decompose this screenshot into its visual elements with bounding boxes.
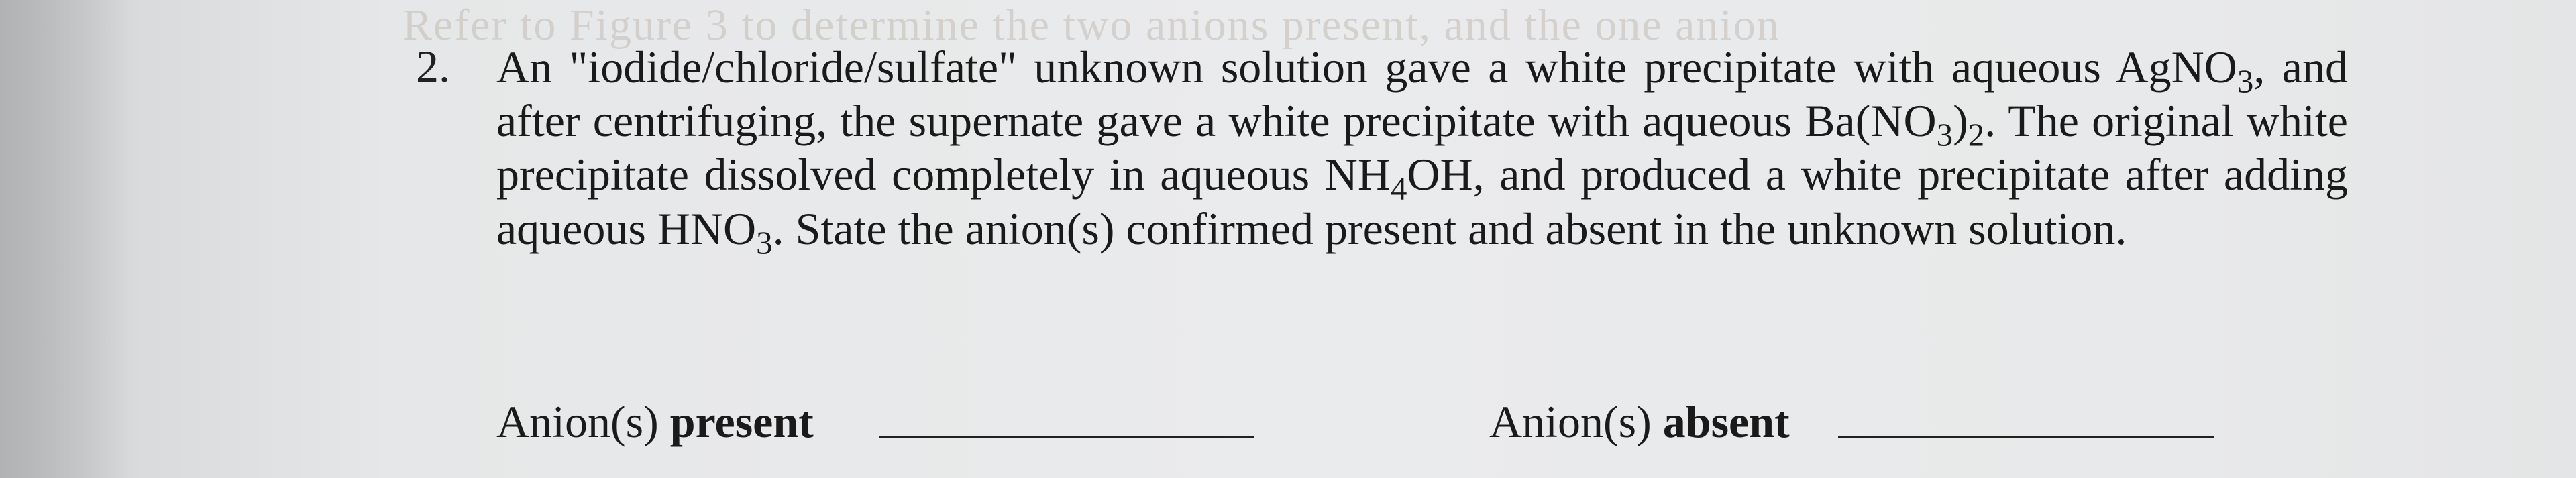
label-anions-absent: Anion(s) absent: [1489, 396, 1790, 449]
question-number: 2.: [416, 40, 450, 93]
label-anions-present: Anion(s) present: [496, 396, 814, 449]
question-body: An "iodide/chloride/sulfate" unknown sol…: [496, 40, 2348, 255]
label-prefix: Anion(s): [496, 396, 670, 447]
label-bold: present: [670, 396, 814, 447]
binding-shadow: [0, 0, 134, 478]
label-bold: absent: [1663, 396, 1790, 447]
blank-line-absent[interactable]: [1838, 436, 2214, 438]
blank-line-present[interactable]: [879, 436, 1254, 438]
page: Refer to Figure 3 to determine the two a…: [0, 0, 2576, 478]
label-prefix: Anion(s): [1489, 396, 1663, 447]
